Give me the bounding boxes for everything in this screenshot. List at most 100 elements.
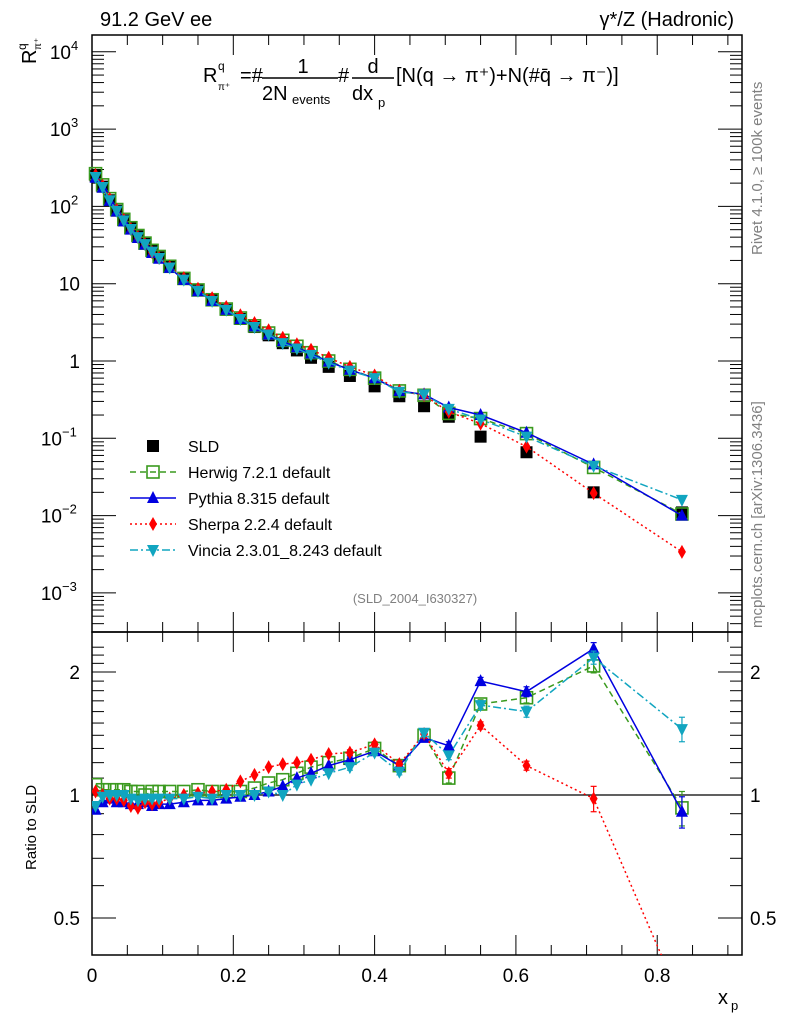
point-sherpa xyxy=(522,758,531,773)
x-tick-label: 0.6 xyxy=(503,966,529,987)
formula-frac1-den: 2N xyxy=(262,83,288,105)
point-pythia xyxy=(675,804,688,817)
legend-marker xyxy=(146,465,160,479)
point-sherpa xyxy=(677,544,686,559)
formula-frac2-num: d xyxy=(367,56,378,78)
y-tick-label: 10 xyxy=(41,584,62,605)
point-sherpa xyxy=(133,800,142,815)
ratio-y-tick-label-left: 2 xyxy=(69,663,80,684)
point-sherpa xyxy=(589,791,598,806)
legend-entry-pythia: Pythia 8.315 default xyxy=(130,491,330,508)
y-tick-label-exp: 2 xyxy=(71,192,78,207)
formula-frac2-den: dx xyxy=(352,83,373,105)
formula-frac1-den-sub: events xyxy=(292,92,331,107)
series-line-vincia xyxy=(94,656,683,807)
point-sherpa xyxy=(589,486,598,501)
point-vincia xyxy=(520,706,533,719)
point-sld xyxy=(368,380,381,393)
formula-hash: # xyxy=(338,65,350,87)
series-sherpa xyxy=(91,167,686,559)
xlabel-sub: p xyxy=(731,998,738,1013)
legend-marker xyxy=(147,545,159,557)
mcplots-label: mcplots.cern.ch [arXiv:1306.3436] xyxy=(749,401,766,628)
point-vincia xyxy=(290,343,303,356)
point-vincia xyxy=(96,182,109,195)
point-vincia xyxy=(206,793,219,806)
legend-marker xyxy=(147,440,159,452)
series-sld xyxy=(89,169,688,519)
point-sherpa xyxy=(345,745,354,760)
point-sld xyxy=(418,400,431,413)
point-pythia xyxy=(322,758,335,771)
y-tick-label: 1 xyxy=(69,352,80,373)
xlabel-x: x xyxy=(718,987,728,1009)
point-vincia xyxy=(220,790,233,802)
point-sherpa xyxy=(307,752,316,767)
x-tick-label: 0.4 xyxy=(361,966,388,987)
legend-label: Sherpa 2.2.4 default xyxy=(188,517,333,534)
formula-lhs-sub: π⁺ xyxy=(218,82,230,93)
series-vincia xyxy=(92,650,688,813)
point-vincia xyxy=(675,494,688,507)
y-tick-label: 10 xyxy=(41,507,62,528)
point-vincia xyxy=(146,246,159,259)
ylabel-R: R xyxy=(19,50,41,64)
main-ylabel: R q π⁺ xyxy=(15,38,44,64)
ratio-y-tick-label-left: 1 xyxy=(69,786,80,807)
y-tick-label: 10 xyxy=(50,197,71,218)
y-tick-label-exp: −2 xyxy=(62,502,77,517)
point-vincia xyxy=(305,349,318,362)
point-vincia xyxy=(474,414,487,427)
ratio-frame xyxy=(91,631,743,956)
legend-entry-vincia: Vincia 2.3.01_8.243 default xyxy=(130,543,382,560)
point-vincia xyxy=(117,790,130,802)
point-vincia xyxy=(131,795,144,808)
point-vincia xyxy=(124,224,137,237)
analysis-id: (SLD_2004_I630327) xyxy=(353,591,477,606)
point-vincia xyxy=(89,172,102,185)
point-vincia xyxy=(177,793,190,806)
point-vincia xyxy=(138,239,151,252)
rivet-version-label: Rivet 4.1.0, ≥ 100k events xyxy=(749,82,766,255)
point-vincia xyxy=(343,365,356,378)
point-vincia xyxy=(96,791,109,804)
y-tick-label: 10 xyxy=(50,43,71,64)
point-vincia xyxy=(368,747,381,760)
x-tick-label: 0.2 xyxy=(220,966,246,987)
series-line-vincia xyxy=(94,176,683,501)
point-sherpa xyxy=(92,784,100,799)
legend-marker xyxy=(147,491,159,503)
point-vincia xyxy=(520,431,533,444)
point-vincia xyxy=(393,766,406,779)
series-herwig xyxy=(92,658,689,827)
ratio-series xyxy=(92,641,689,955)
point-vincia xyxy=(343,762,356,775)
legend-entry-sherpa: Sherpa 2.2.4 default xyxy=(130,517,333,534)
formula: R q π⁺ =# 1 2N events # d dx p [N(q → π⁺… xyxy=(203,56,619,110)
legend-marker xyxy=(149,517,157,531)
point-vincia xyxy=(442,403,455,416)
point-vincia xyxy=(675,724,688,737)
point-vincia xyxy=(262,786,275,799)
legend-label: SLD xyxy=(188,439,219,456)
point-sherpa xyxy=(250,767,259,782)
point-sld xyxy=(474,430,487,443)
point-vincia xyxy=(322,768,335,781)
legend-label: Herwig 7.2.1 default xyxy=(188,465,331,482)
series-pythia xyxy=(92,641,688,829)
point-vincia xyxy=(234,313,247,326)
point-vincia xyxy=(206,295,219,308)
ratio-y-tick-label-left: 0.5 xyxy=(54,909,80,930)
point-vincia xyxy=(234,790,247,802)
point-vincia xyxy=(393,386,406,399)
main-series xyxy=(88,166,689,559)
point-vincia xyxy=(110,205,123,218)
formula-lhs-sup: q xyxy=(218,59,225,73)
point-vincia xyxy=(322,357,335,370)
point-vincia xyxy=(276,338,289,351)
point-sherpa xyxy=(126,798,135,813)
point-vincia xyxy=(248,322,261,335)
point-sherpa xyxy=(522,439,531,454)
point-sherpa xyxy=(444,766,453,781)
